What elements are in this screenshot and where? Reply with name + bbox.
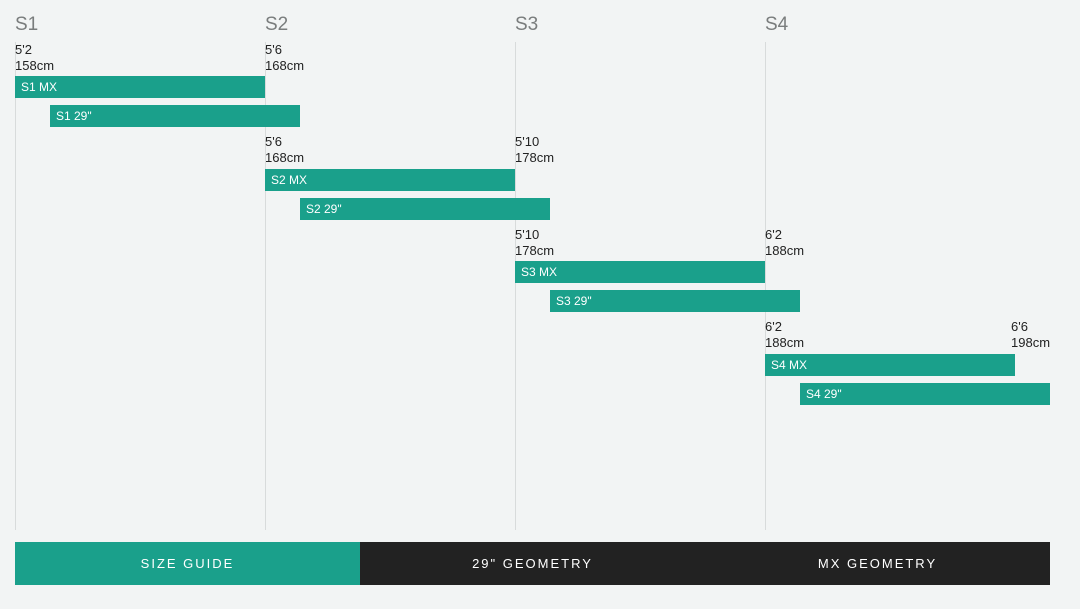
height-cm: 188cm [765,335,804,351]
size-column-header: S2 [265,14,288,36]
size-range-bar: S1 MX [15,76,265,98]
grid-line [15,42,16,530]
size-column-header: S1 [15,14,38,36]
grid-line [765,42,766,530]
size-range-bar: S3 29" [550,290,800,312]
height-cm: 178cm [515,150,554,166]
height-range-label: 5'10178cm [515,227,554,260]
size-range-bar-label: S2 29" [306,202,342,216]
height-ft: 5'6 [265,42,304,58]
tab-label: SIZE GUIDE [141,556,235,571]
height-ft: 5'2 [15,42,54,58]
tab-29-geometry[interactable]: 29" GEOMETRY [360,542,705,585]
height-cm: 188cm [765,243,804,259]
height-cm: 168cm [265,58,304,74]
tab-mx-geometry[interactable]: MX GEOMETRY [705,542,1050,585]
size-range-bar: S2 29" [300,198,550,220]
tab-bar: SIZE GUIDE 29" GEOMETRY MX GEOMETRY [15,542,1050,585]
height-range-label: 6'6198cm [1011,319,1050,352]
size-column-header: S3 [515,14,538,36]
size-range-bar-label: S3 29" [556,294,592,308]
size-range-chart: S1S2S3S45'2158cm5'6168cm5'6168cm5'10178c… [0,0,1080,545]
height-range-label: 6'2188cm [765,319,804,352]
size-range-bar-label: S1 29" [56,109,92,123]
grid-line [515,42,516,530]
size-range-bar: S4 29" [800,383,1050,405]
size-range-bar-label: S1 MX [21,80,57,94]
height-cm: 168cm [265,150,304,166]
size-range-bar: S1 29" [50,105,300,127]
size-range-bar-label: S2 MX [271,173,307,187]
height-ft: 5'10 [515,227,554,243]
height-range-label: 5'6168cm [265,134,304,167]
height-ft: 5'10 [515,134,554,150]
size-range-bar: S3 MX [515,261,765,283]
height-ft: 5'6 [265,134,304,150]
tab-label: 29" GEOMETRY [472,556,593,571]
size-range-bar-label: S3 MX [521,265,557,279]
height-range-label: 6'2188cm [765,227,804,260]
tab-size-guide[interactable]: SIZE GUIDE [15,542,360,585]
size-range-bar-label: S4 29" [806,387,842,401]
tab-label: MX GEOMETRY [818,556,937,571]
size-range-bar: S2 MX [265,169,515,191]
size-column-header: S4 [765,14,788,36]
height-cm: 198cm [1011,335,1050,351]
height-range-label: 5'10178cm [515,134,554,167]
height-range-label: 5'6168cm [265,42,304,75]
height-cm: 178cm [515,243,554,259]
size-range-bar: S4 MX [765,354,1015,376]
height-ft: 6'2 [765,227,804,243]
height-cm: 158cm [15,58,54,74]
height-ft: 6'2 [765,319,804,335]
size-range-bar-label: S4 MX [771,358,807,372]
height-ft: 6'6 [1011,319,1050,335]
height-range-label: 5'2158cm [15,42,54,75]
